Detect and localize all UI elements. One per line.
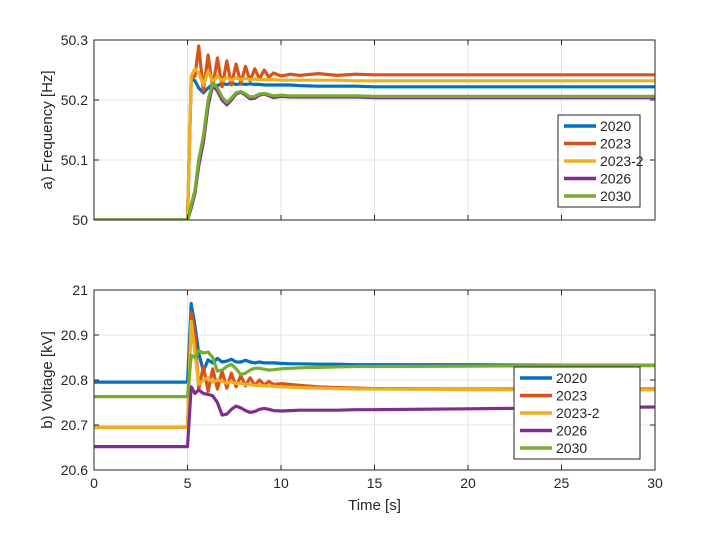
- legend-entry: 2020: [600, 118, 631, 134]
- x-tick-label: 20: [460, 475, 476, 491]
- y-tick-label: 50.2: [61, 92, 88, 108]
- y-tick-label: 50.1: [61, 152, 88, 168]
- legend-entry: 2030: [556, 440, 587, 456]
- y-axis-label: b) Voltage [kV]: [39, 331, 56, 429]
- x-tick-label: 30: [647, 475, 663, 491]
- y-tick-label: 21: [72, 282, 88, 298]
- y-tick-label: 50: [72, 212, 88, 228]
- y-tick-label: 20.6: [61, 462, 88, 478]
- axes-2: 0 5 10 15 20 25 30 20.6 20.7 20.8 20.9 21 b) Voltage…: [39, 282, 663, 514]
- series-line-2023: [94, 44, 655, 220]
- x-tick-label: 5: [184, 475, 192, 491]
- y-tick-label: 20.9: [61, 327, 88, 343]
- legend-entry: 2026: [556, 423, 587, 439]
- series-line-2026: [94, 385, 655, 449]
- series-line-2020: [94, 301, 655, 384]
- x-tick-label: 25: [554, 475, 570, 491]
- series-line-2023-2: [94, 319, 655, 429]
- x-axis-label: Time [s]: [348, 497, 401, 514]
- legend-entry: 2023-2: [600, 153, 644, 169]
- y-axis-label: a) Frequency [Hz]: [39, 70, 56, 189]
- legend-entry: 2030: [600, 188, 631, 204]
- legend-entry: 2023: [556, 388, 587, 404]
- series-line-2030: [94, 81, 655, 220]
- series-group: [94, 44, 655, 220]
- y-tick-label: 50.3: [61, 32, 88, 48]
- series-line-2020: [94, 77, 655, 220]
- legend-entry: 2023-2: [556, 405, 600, 421]
- x-tick-label: 10: [273, 475, 289, 491]
- legend-entry: 2020: [556, 370, 587, 386]
- y-tick-label: 20.8: [61, 372, 88, 388]
- x-tick-label: 0: [90, 475, 98, 491]
- series-line-2030: [94, 349, 655, 399]
- series-line-2023-2: [94, 67, 655, 220]
- legend-entry: 2026: [600, 171, 631, 187]
- x-tick-label: 15: [367, 475, 383, 491]
- series-group: [94, 301, 655, 449]
- legend-entry: 2023: [600, 136, 631, 152]
- y-tick-label: 20.7: [61, 417, 88, 433]
